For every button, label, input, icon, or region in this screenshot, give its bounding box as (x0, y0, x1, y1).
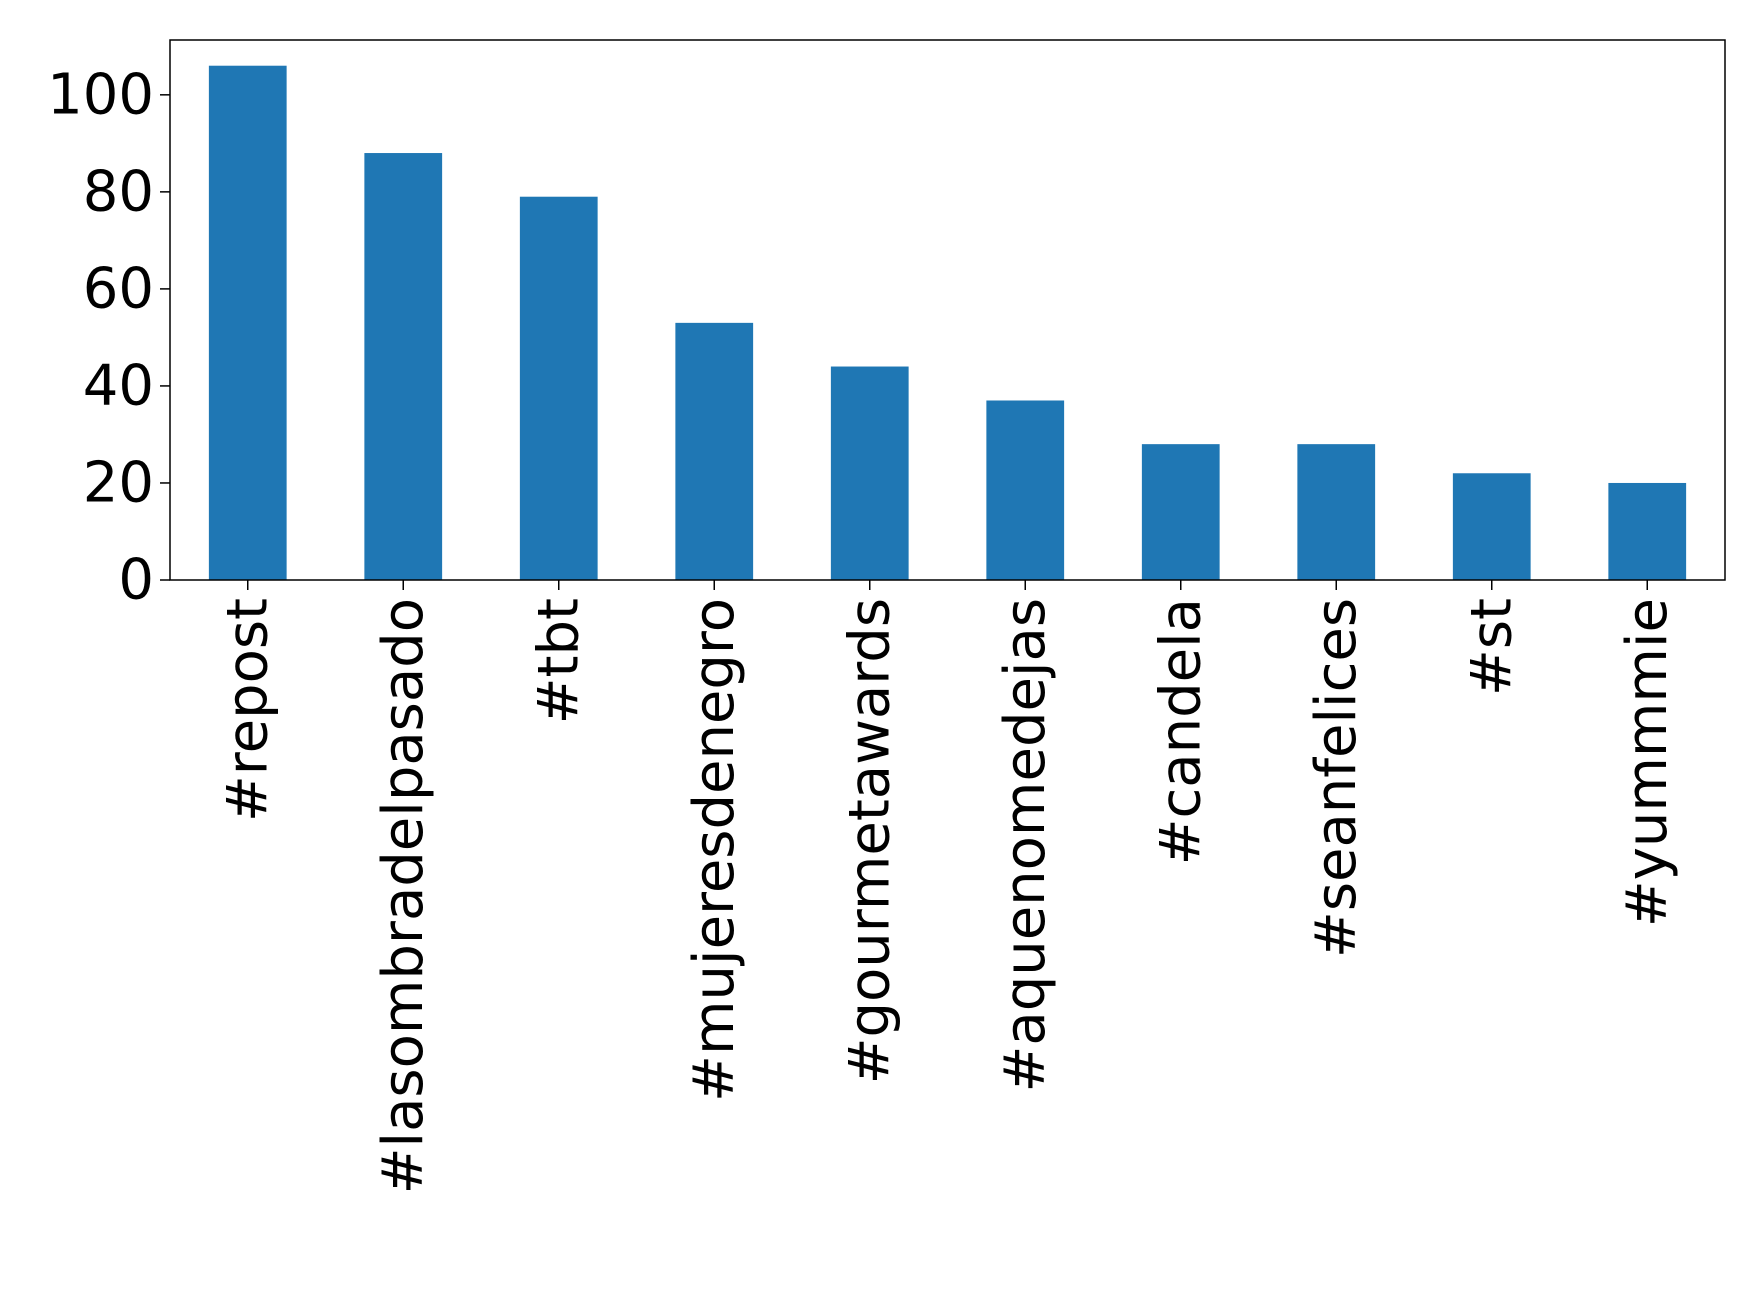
bar-aquenomedejas (986, 400, 1065, 580)
x-tick-label: #tbt (526, 598, 591, 724)
x-tick-label: #seanfelices (1304, 598, 1369, 958)
x-tick-label: #aquenomedejas (993, 598, 1058, 1093)
x-tick-label: #gourmetawards (837, 598, 902, 1084)
bar-st (1452, 473, 1531, 580)
x-tick-label: #repost (215, 598, 280, 822)
y-tick-label: 0 (118, 548, 154, 613)
plot-frame (169, 39, 1726, 581)
y-tick-label: 80 (83, 159, 154, 224)
y-tick-label: 60 (83, 256, 154, 321)
x-tick-label: #st (1459, 598, 1524, 696)
y-tick-label: 100 (47, 62, 154, 127)
bar-repost (208, 65, 287, 580)
bar-mujeresdenegro (675, 322, 754, 580)
y-tick-label: 20 (83, 450, 154, 515)
x-tick-label: #candela (1148, 598, 1213, 865)
bar-seanfelices (1297, 444, 1376, 580)
x-tick-label: #mujeresdenegro (682, 598, 747, 1102)
bar-tbt (519, 196, 598, 580)
x-tick-label: #yummmie (1615, 598, 1680, 927)
bar-lasombradelpasado (364, 153, 443, 580)
x-axis: #repost #lasombradelpasado #tbt #mujeresden… (215, 580, 1680, 1194)
bar-gourmetawards (830, 366, 909, 580)
bar-candela (1141, 444, 1220, 580)
x-tick-label: #lasombradelpasado (371, 598, 436, 1194)
y-axis: 0 20 40 60 80 100 (47, 62, 170, 613)
bar-yummmie (1608, 482, 1687, 580)
bars-layer (208, 65, 1687, 580)
y-tick-label: 40 (83, 353, 154, 418)
